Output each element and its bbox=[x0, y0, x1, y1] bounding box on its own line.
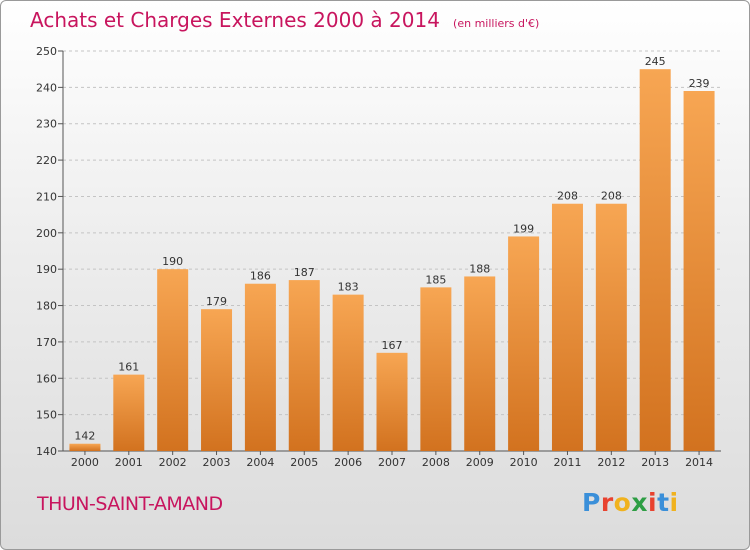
bar-2002 bbox=[157, 269, 189, 451]
bar-2008 bbox=[420, 287, 452, 451]
logo-letter: P bbox=[582, 488, 601, 517]
x-tick-label: 2014 bbox=[685, 456, 713, 469]
x-tick-label: 2007 bbox=[378, 456, 406, 469]
value-label: 186 bbox=[250, 270, 271, 283]
x-tick-label: 2009 bbox=[466, 456, 494, 469]
value-label: 187 bbox=[294, 266, 315, 279]
value-label: 179 bbox=[206, 295, 227, 308]
bar-2010 bbox=[508, 236, 540, 451]
x-tick-label: 2008 bbox=[422, 456, 450, 469]
x-tick-label: 2010 bbox=[510, 456, 538, 469]
x-tick-label: 2011 bbox=[553, 456, 581, 469]
bar-2000 bbox=[69, 443, 101, 451]
chart-unit-note: (en milliers d'€) bbox=[453, 17, 540, 30]
y-tick-label: 190 bbox=[36, 263, 57, 276]
value-label: 183 bbox=[338, 281, 359, 294]
logo-letter: x bbox=[631, 488, 648, 517]
y-tick-label: 220 bbox=[36, 154, 57, 167]
value-label: 208 bbox=[557, 190, 578, 203]
y-tick-label: 250 bbox=[36, 45, 57, 58]
bar-2005 bbox=[288, 280, 320, 451]
bar-2009 bbox=[464, 276, 496, 451]
x-tick-label: 2013 bbox=[641, 456, 669, 469]
chart-title: Achats et Charges Externes 2000 à 2014 (… bbox=[30, 8, 539, 32]
logo-letter: i bbox=[648, 488, 658, 517]
y-tick-label: 160 bbox=[36, 372, 57, 385]
value-label: 190 bbox=[162, 255, 183, 268]
value-label: 208 bbox=[601, 190, 622, 203]
bar-2011 bbox=[551, 203, 583, 451]
y-tick-label: 170 bbox=[36, 336, 57, 349]
x-tick-label: 2004 bbox=[246, 456, 274, 469]
bar-2014 bbox=[683, 91, 715, 451]
bar-2013 bbox=[639, 69, 671, 451]
bar-2006 bbox=[332, 294, 364, 451]
y-tick-label: 150 bbox=[36, 409, 57, 422]
bar-2012 bbox=[595, 203, 627, 451]
x-tick-label: 2001 bbox=[115, 456, 143, 469]
y-tick-label: 240 bbox=[36, 81, 57, 94]
place-name: THUN-SAINT-AMAND bbox=[37, 493, 223, 515]
value-label: 239 bbox=[689, 77, 710, 90]
bar-2007 bbox=[376, 352, 408, 451]
bar-2001 bbox=[113, 374, 145, 451]
logo-letter: t bbox=[657, 488, 670, 517]
bar-2004 bbox=[244, 283, 276, 451]
x-tick-label: 2000 bbox=[71, 456, 99, 469]
labels: 140 150 160 170 180 190 200 210 220 230 240 250 142 2… bbox=[36, 45, 713, 469]
x-tick-label: 2003 bbox=[203, 456, 231, 469]
value-label: 185 bbox=[425, 273, 446, 286]
value-label: 188 bbox=[469, 262, 490, 275]
value-label: 167 bbox=[382, 339, 403, 352]
logo-letter: o bbox=[613, 488, 632, 517]
logo-letter: i bbox=[669, 488, 679, 517]
x-tick-label: 2005 bbox=[290, 456, 318, 469]
x-tick-label: 2006 bbox=[334, 456, 362, 469]
chart-title-main: Achats et Charges Externes 2000 à 2014 bbox=[30, 8, 440, 32]
y-tick-label: 210 bbox=[36, 190, 57, 203]
y-tick-label: 200 bbox=[36, 227, 57, 240]
y-tick-label: 230 bbox=[36, 118, 57, 131]
bar-2003 bbox=[201, 309, 233, 451]
x-tick-label: 2002 bbox=[159, 456, 187, 469]
logo-letter: r bbox=[600, 488, 614, 517]
value-label: 161 bbox=[118, 361, 139, 374]
y-tick-label: 140 bbox=[36, 445, 57, 458]
bars bbox=[69, 69, 715, 451]
x-tick-label: 2012 bbox=[597, 456, 625, 469]
value-label: 199 bbox=[513, 222, 534, 235]
y-tick-label: 180 bbox=[36, 300, 57, 313]
value-label: 245 bbox=[645, 55, 666, 68]
proxiti-logo: Proxiti bbox=[582, 488, 679, 517]
value-label: 142 bbox=[74, 430, 95, 443]
